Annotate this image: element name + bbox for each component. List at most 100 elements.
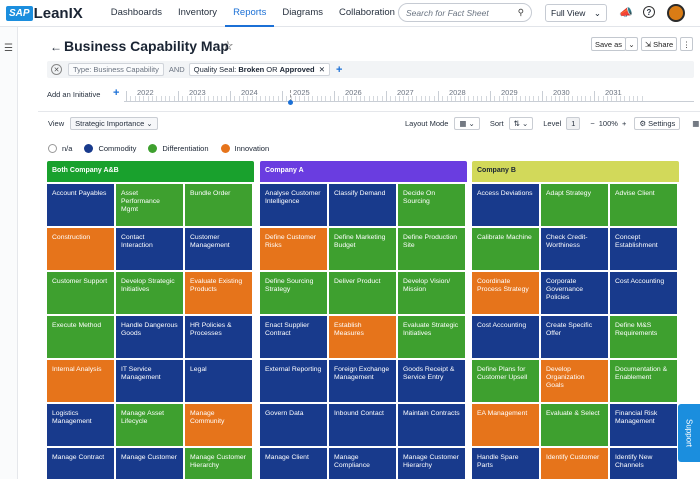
- capability-card[interactable]: Contact Interaction: [116, 228, 183, 270]
- capability-card[interactable]: Customer Management: [185, 228, 252, 270]
- capability-card[interactable]: Evaluate & Select: [541, 404, 608, 446]
- capability-card[interactable]: IT Service Management: [116, 360, 183, 402]
- add-initiative-label[interactable]: Add an Initiative: [47, 90, 101, 99]
- capability-card[interactable]: Manage Customer: [116, 448, 183, 479]
- column-header[interactable]: Company B: [472, 161, 679, 182]
- capability-card[interactable]: Develop Vision/ Mission: [398, 272, 465, 314]
- capability-card[interactable]: Bundle Order: [185, 184, 252, 226]
- capability-card[interactable]: Define Sourcing Strategy: [260, 272, 327, 314]
- tab-dashboards[interactable]: Dashboards: [110, 6, 162, 18]
- level-input[interactable]: 1: [566, 117, 581, 130]
- capability-card[interactable]: Concept Establishment: [610, 228, 677, 270]
- avatar[interactable]: [667, 4, 685, 22]
- tab-reports[interactable]: Reports: [225, 0, 275, 27]
- capability-card[interactable]: Calibrate Machine: [472, 228, 539, 270]
- capability-card[interactable]: Deliver Product: [329, 272, 396, 314]
- column-header[interactable]: Both Company A&B: [47, 161, 254, 182]
- capability-card[interactable]: Internal Analysis: [47, 360, 114, 402]
- zoom-out-icon[interactable]: −: [590, 119, 595, 128]
- capability-card[interactable]: Financial Risk Management: [610, 404, 677, 446]
- capability-card[interactable]: Corporate Governance Policies: [541, 272, 608, 314]
- legend-item[interactable]: Innovation: [220, 144, 269, 153]
- capability-card[interactable]: Goods Receipt & Service Entry: [398, 360, 465, 402]
- capability-card[interactable]: Maintain Contracts: [398, 404, 465, 446]
- capability-card[interactable]: Develop Strategic Initiatives: [116, 272, 183, 314]
- capability-card[interactable]: Identify New Channels: [610, 448, 677, 479]
- help-icon[interactable]: ?: [643, 6, 655, 18]
- save-as-dropdown-button[interactable]: ⌄: [625, 37, 638, 51]
- capability-card[interactable]: HR Policies & Processes: [185, 316, 252, 358]
- more-options-button[interactable]: ⋮: [680, 37, 693, 51]
- capability-card[interactable]: Handle Dangerous Goods: [116, 316, 183, 358]
- quality-seal-filter-chip[interactable]: Quality Seal: Broken OR Approved ✕: [188, 63, 331, 76]
- capability-card[interactable]: Handle Spare Parts: [472, 448, 539, 479]
- menu-icon[interactable]: ☰: [4, 43, 13, 54]
- capability-card[interactable]: EA Management: [472, 404, 539, 446]
- capability-card[interactable]: Legal: [185, 360, 252, 402]
- capability-card[interactable]: Coordinate Process Strategy: [472, 272, 539, 314]
- legend-item[interactable]: n/a: [48, 144, 72, 153]
- capability-card[interactable]: Manage Asset Lifecycle: [116, 404, 183, 446]
- logo[interactable]: SAP LeanIX: [6, 5, 83, 22]
- capability-card[interactable]: Access Deviations: [472, 184, 539, 226]
- capability-card[interactable]: Asset Performance Mgmt: [116, 184, 183, 226]
- capability-card[interactable]: External Reporting: [260, 360, 327, 402]
- capability-card[interactable]: Define Production Site: [398, 228, 465, 270]
- megaphone-icon[interactable]: 📣: [619, 7, 633, 19]
- capability-card[interactable]: Adapt Strategy: [541, 184, 608, 226]
- settings-button[interactable]: ⚙ Settings: [634, 117, 681, 130]
- capability-card[interactable]: Customer Support: [47, 272, 114, 314]
- add-filter-icon[interactable]: +: [336, 63, 343, 76]
- capability-card[interactable]: Execute Method: [47, 316, 114, 358]
- tab-diagrams[interactable]: Diagrams: [282, 6, 323, 18]
- capability-card[interactable]: Inbound Contact: [329, 404, 396, 446]
- back-arrow-icon[interactable]: ←: [50, 40, 62, 54]
- capability-card[interactable]: Manage Client: [260, 448, 327, 479]
- legend-item[interactable]: Commodity: [84, 144, 136, 153]
- capability-card[interactable]: Manage Contract: [47, 448, 114, 479]
- save-as-button[interactable]: Save as: [591, 37, 626, 51]
- capability-card[interactable]: Define Plans for Customer Upsell: [472, 360, 539, 402]
- timeline-axis[interactable]: [124, 101, 694, 102]
- view-dropdown[interactable]: Strategic Importance ⌄: [70, 117, 158, 130]
- column-header[interactable]: Company A: [260, 161, 467, 182]
- capability-card[interactable]: Establish Measures: [329, 316, 396, 358]
- capability-card[interactable]: Decide On Sourcing: [398, 184, 465, 226]
- capability-card[interactable]: Foreign Exchange Management: [329, 360, 396, 402]
- sort-dropdown[interactable]: ⇅ ⌄: [508, 117, 534, 130]
- capability-card[interactable]: Advise Client: [610, 184, 677, 226]
- capability-card[interactable]: Enact Supplier Contract: [260, 316, 327, 358]
- add-initiative-plus-icon[interactable]: +: [113, 87, 120, 99]
- clear-filters-icon[interactable]: ✕: [51, 64, 62, 75]
- view-select[interactable]: Full View ⌄: [545, 4, 607, 22]
- capability-card[interactable]: Define M&S Requirements: [610, 316, 677, 358]
- tab-inventory[interactable]: Inventory: [177, 6, 218, 18]
- timeline-date-handle[interactable]: [288, 100, 293, 105]
- layout-mode-dropdown[interactable]: ▦ ⌄: [454, 117, 480, 130]
- capability-card[interactable]: Check Credit-Worthiness: [541, 228, 608, 270]
- remove-filter-icon[interactable]: ✕: [318, 65, 326, 74]
- capability-card[interactable]: Develop Organization Goals: [541, 360, 608, 402]
- search-input[interactable]: Search for Fact Sheet ⚲: [398, 3, 532, 22]
- capability-card[interactable]: Evaluate Strategic Initiatives: [398, 316, 465, 358]
- zoom-in-icon[interactable]: +: [621, 119, 627, 128]
- capability-card[interactable]: Manage Community: [185, 404, 252, 446]
- capability-card[interactable]: Evaluate Existing Products: [185, 272, 252, 314]
- support-tab[interactable]: Support: [678, 404, 700, 462]
- capability-card[interactable]: Documentation & Enablement: [610, 360, 677, 402]
- capability-card[interactable]: Logistics Management: [47, 404, 114, 446]
- share-button[interactable]: ⇲ Share: [641, 37, 677, 51]
- capability-card[interactable]: Define Marketing Budget: [329, 228, 396, 270]
- capability-card[interactable]: Manage Customer Hierarchy: [185, 448, 252, 479]
- capability-card[interactable]: Cost Accounting: [610, 272, 677, 314]
- type-filter-chip[interactable]: Type: Business Capability: [68, 63, 164, 76]
- capability-card[interactable]: Create Specific Offer: [541, 316, 608, 358]
- capability-card[interactable]: Govern Data: [260, 404, 327, 446]
- capability-card[interactable]: Construction: [47, 228, 114, 270]
- capability-card[interactable]: Analyse Customer Intelligence: [260, 184, 327, 226]
- star-icon[interactable]: ☆: [222, 38, 234, 53]
- capability-card[interactable]: Manage Customer Hierarchy: [398, 448, 465, 479]
- capability-card[interactable]: Classify Demand: [329, 184, 396, 226]
- capability-card[interactable]: Cost Accounting: [472, 316, 539, 358]
- capability-card[interactable]: Identify Customer: [541, 448, 608, 479]
